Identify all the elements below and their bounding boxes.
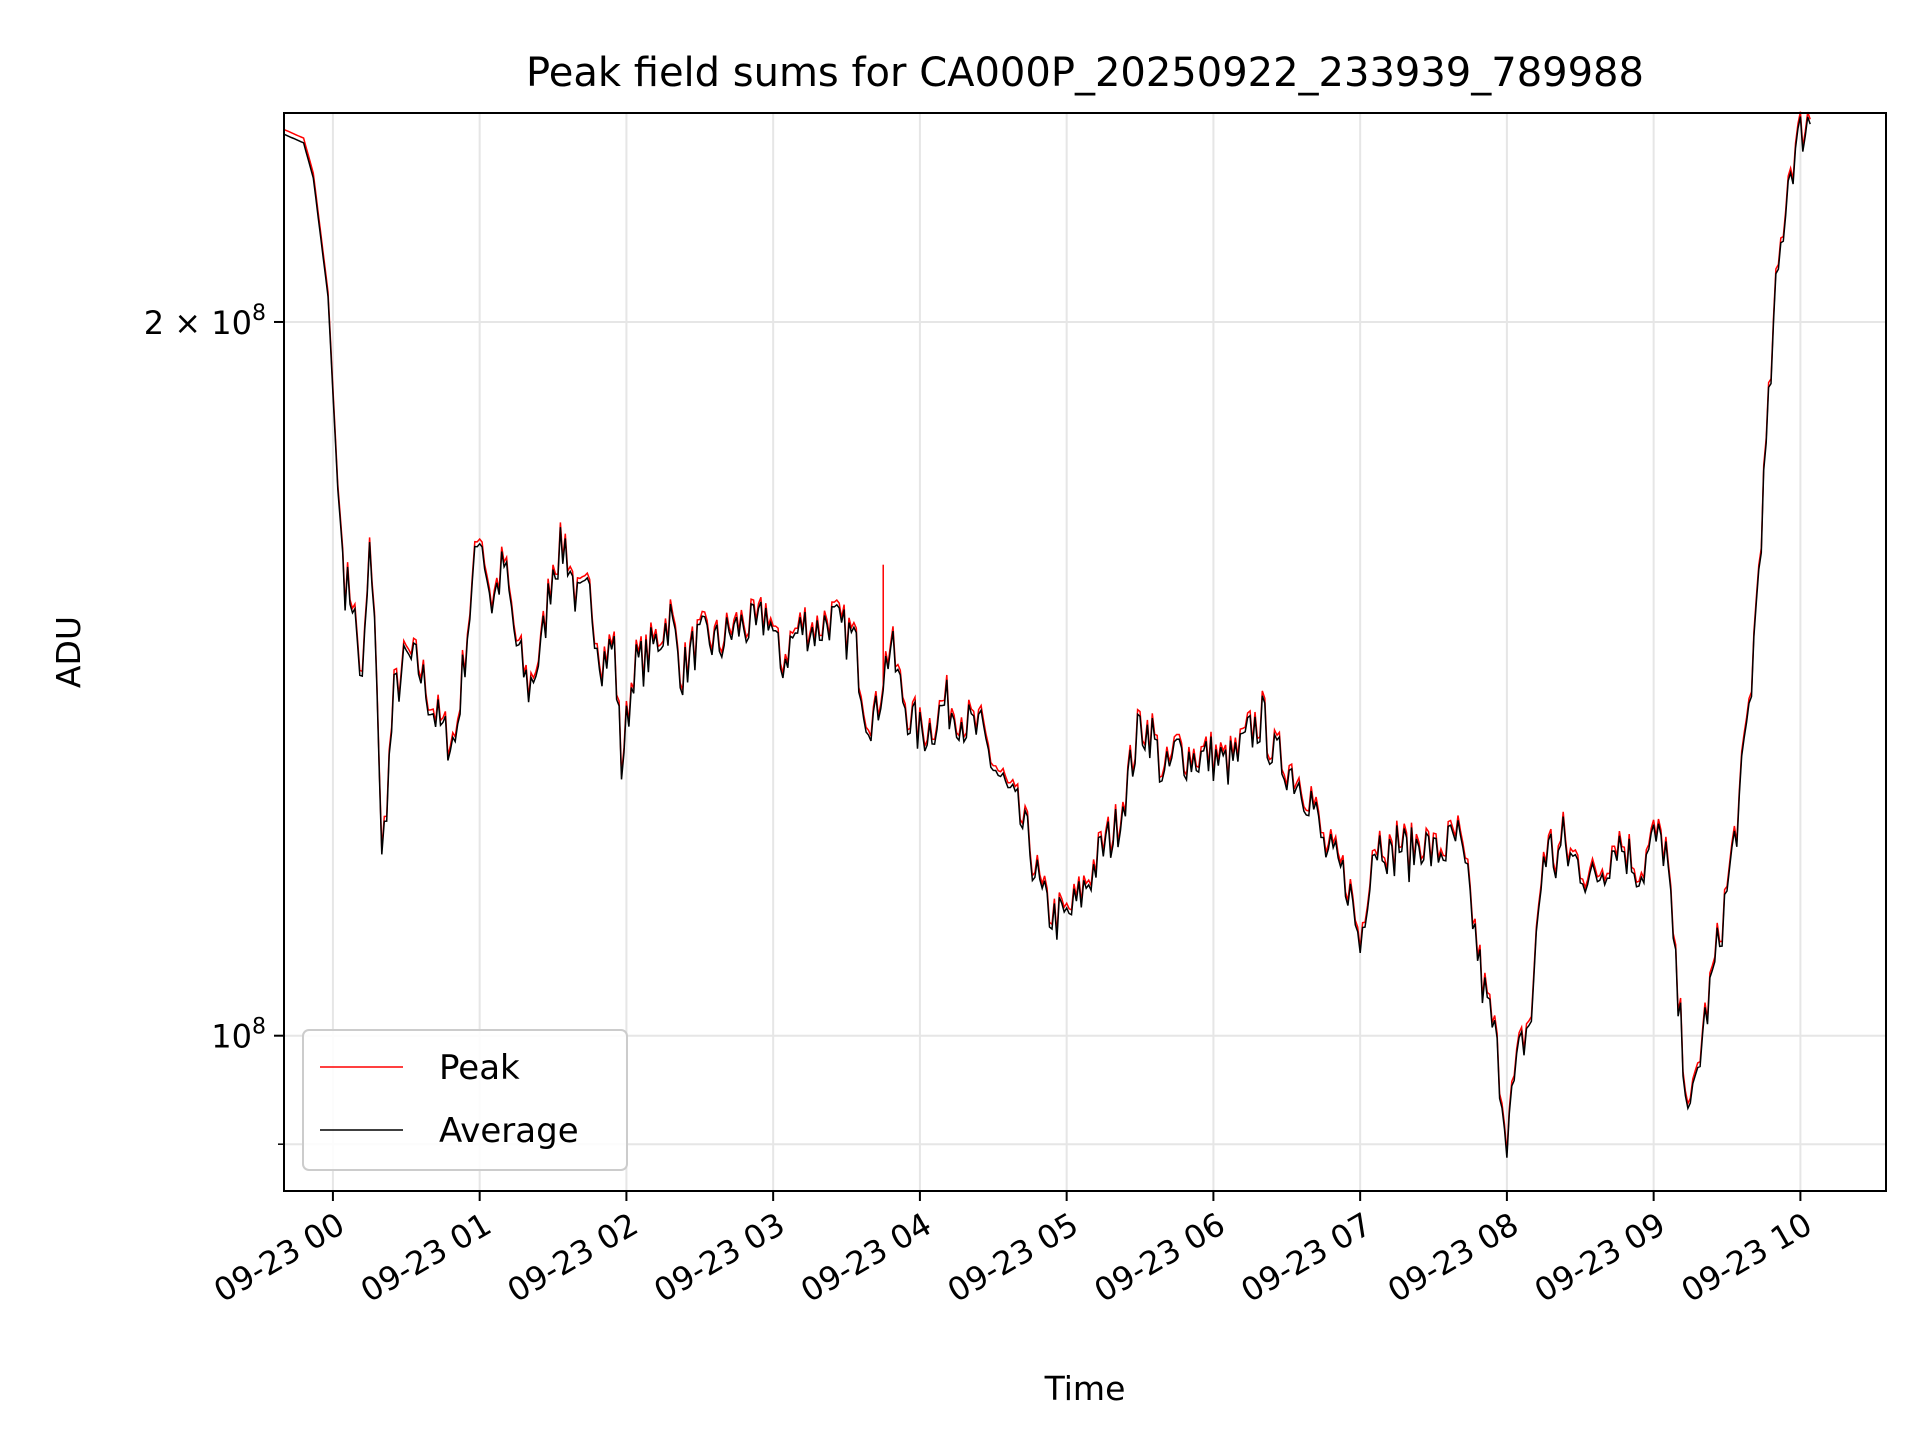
legend-box	[302, 1029, 628, 1171]
x-tick-label: 09-23 06	[1088, 1205, 1232, 1310]
x-tick-label: 09-23 03	[648, 1205, 792, 1310]
x-tick-label: 09-23 01	[354, 1205, 498, 1310]
y-tick-label: 2 × 108	[144, 301, 266, 342]
chart-title: Peak field sums for CA000P_20250922_2339…	[526, 50, 1644, 96]
y-tick-label: 108	[211, 1015, 266, 1056]
legend-label-peak: Peak	[439, 1048, 520, 1088]
x-tick-label: 09-23 09	[1528, 1205, 1672, 1310]
x-tick-label: 09-23 00	[207, 1205, 351, 1310]
plot-frame	[283, 112, 1887, 1192]
x-axis-label: Time	[1044, 1369, 1126, 1408]
x-axis: 09-23 00 09-23 01 09-23 02 09-23 03 09-23 04…	[207, 1191, 1818, 1310]
x-tick-label: 09-23 02	[501, 1205, 645, 1310]
legend: Peak Average	[302, 1029, 628, 1171]
x-tick-label: 09-23 04	[794, 1205, 938, 1310]
x-tick-label: 09-23 05	[941, 1205, 1085, 1310]
y-axis: 2 × 108 108	[144, 301, 284, 1145]
x-tick-label: 09-23 10	[1675, 1205, 1819, 1310]
y-axis-label: ADU	[49, 616, 88, 688]
series-layer	[283, 111, 1811, 1158]
x-tick-label: 09-23 07	[1235, 1205, 1379, 1310]
grid	[284, 113, 1886, 1191]
legend-label-average: Average	[439, 1111, 579, 1151]
plot-area	[284, 113, 1886, 1191]
x-tick-label: 09-23 08	[1381, 1205, 1525, 1310]
series-line-average	[283, 116, 1811, 1158]
